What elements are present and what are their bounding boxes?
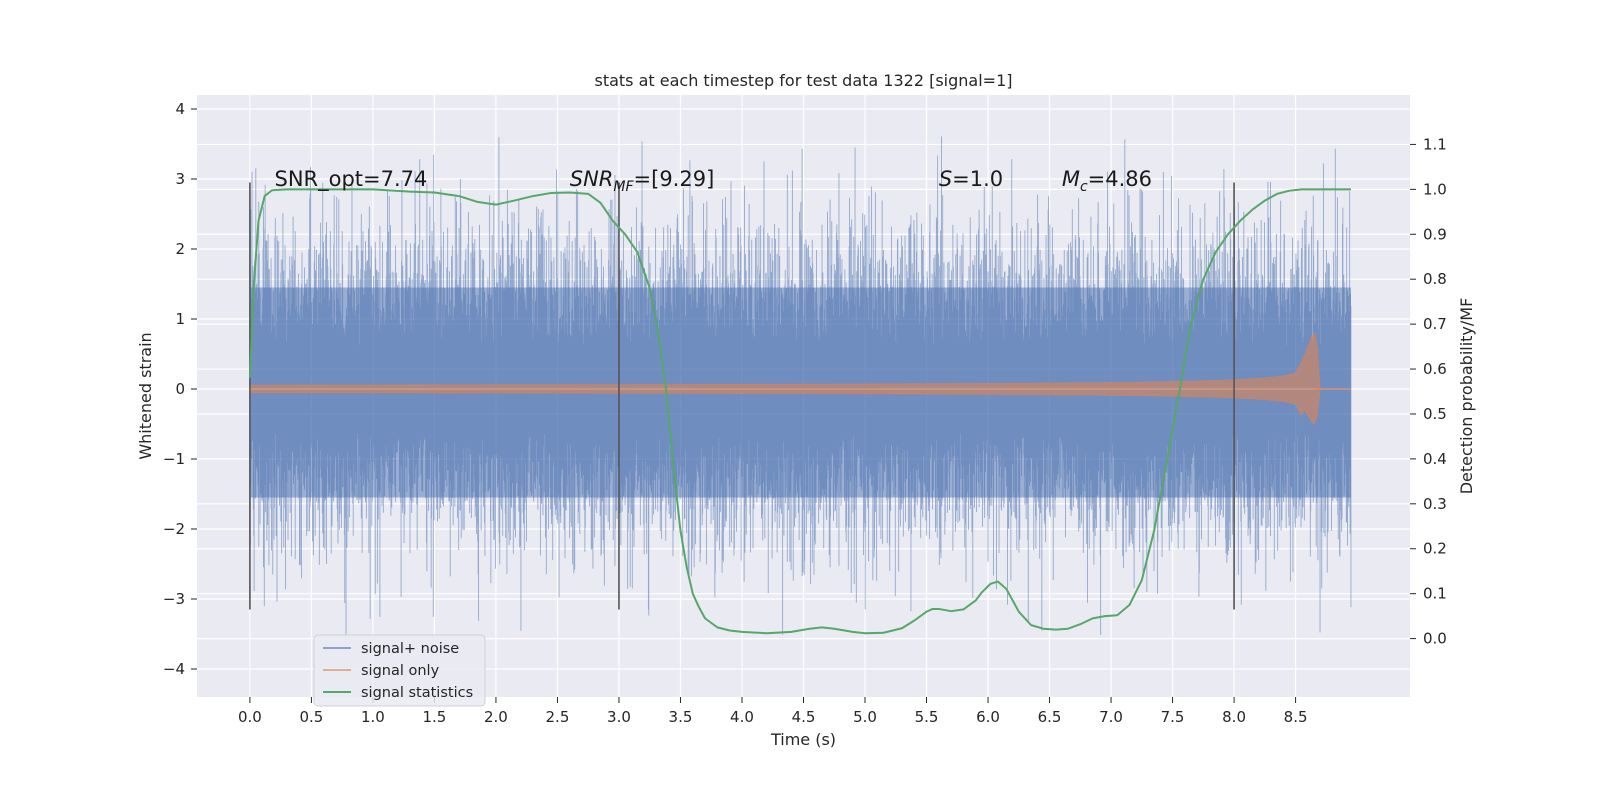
y-tick-label: −1: [163, 450, 185, 468]
x-tick-label: 5.0: [853, 708, 877, 726]
x-tick-label: 3.0: [607, 708, 631, 726]
y-right-tick-label: 0.3: [1423, 495, 1447, 513]
x-tick-label: 1.0: [361, 708, 385, 726]
y-tick-label: 2: [175, 240, 185, 258]
series-signal-only: [249, 332, 1351, 425]
y-tick-label: −4: [163, 660, 185, 678]
x-tick-label: 2.0: [484, 708, 508, 726]
x-tick-label: 8.0: [1222, 708, 1246, 726]
y-axis-label: Whitened strain: [136, 332, 155, 459]
chart-title: stats at each timestep for test data 132…: [594, 71, 1012, 90]
y-tick-label: −3: [163, 590, 185, 608]
x-tick-label: 4.5: [792, 708, 816, 726]
x-axis-label: Time (s): [770, 730, 836, 749]
y-tick-label: 4: [175, 100, 185, 118]
y-right-tick-label: 0.9: [1423, 225, 1447, 243]
series-signal-statistics: [248, 188, 1351, 635]
annotations: SNR_opt=7.74 SNRMF=[9.29] S=1.0 Mc=4.86: [275, 167, 1153, 195]
chirp-envelope: [249, 332, 1321, 425]
annotation-2: S=1.0: [939, 167, 1003, 191]
y-right-tick-label: 1.0: [1423, 180, 1447, 198]
x-tick-label: 3.5: [669, 708, 693, 726]
x-tick-label: 0.5: [299, 708, 323, 726]
y-right-tick-label: 0.7: [1423, 315, 1447, 333]
y-tick-label: 1: [175, 310, 185, 328]
x-tick-label: 8.5: [1284, 708, 1308, 726]
legend: signal+ noise signal only signal statistic…: [313, 634, 486, 707]
legend-label-1: signal only: [361, 663, 440, 679]
x-tick-label: 0.0: [238, 708, 262, 726]
x-tick-label: 6.0: [976, 708, 1000, 726]
y-right-tick-label: 0.1: [1423, 585, 1447, 603]
vertical-markers: [249, 182, 1235, 610]
x-tick-label: 4.0: [730, 708, 754, 726]
y-right-tick-label: 0.2: [1423, 540, 1447, 558]
y-axis-label-right: Detection probability/MF: [1457, 298, 1476, 495]
y-right-tick-label: 0.5: [1423, 405, 1447, 423]
y-right-tick-label: 1.1: [1423, 135, 1447, 153]
x-tick-label: 1.5: [423, 708, 447, 726]
stats-line: [248, 188, 1351, 635]
x-tick-label: 2.5: [546, 708, 570, 726]
y-right-tick-label: 0.8: [1423, 270, 1447, 288]
y-right-tick-label: 0.4: [1423, 450, 1447, 468]
x-tick-label: 5.5: [915, 708, 939, 726]
annotation-1: SNRMF=[9.29]: [570, 167, 715, 195]
axes: 0.0 0.5 1.0 1.5 2.0 2.5 3.0 3.5 4.0 4.5 5.0 5.5 6.0 6…: [163, 100, 1447, 726]
y-tick-label: 0: [175, 380, 185, 398]
y-right-tick-label: 0.0: [1423, 630, 1447, 648]
y-tick-label: 3: [175, 170, 185, 188]
annotation-3: Mc=4.86: [1062, 167, 1152, 195]
x-tick-label: 7.5: [1161, 708, 1185, 726]
legend-label-2: signal statistics: [361, 685, 473, 701]
legend-box: [313, 634, 486, 707]
y-tick-label: −2: [163, 520, 185, 538]
x-tick-label: 6.5: [1038, 708, 1062, 726]
annotation-0: SNR_opt=7.74: [275, 167, 428, 192]
y-right-tick-label: 0.6: [1423, 360, 1447, 378]
x-tick-label: 7.0: [1099, 708, 1123, 726]
legend-label-0: signal+ noise: [361, 641, 459, 657]
